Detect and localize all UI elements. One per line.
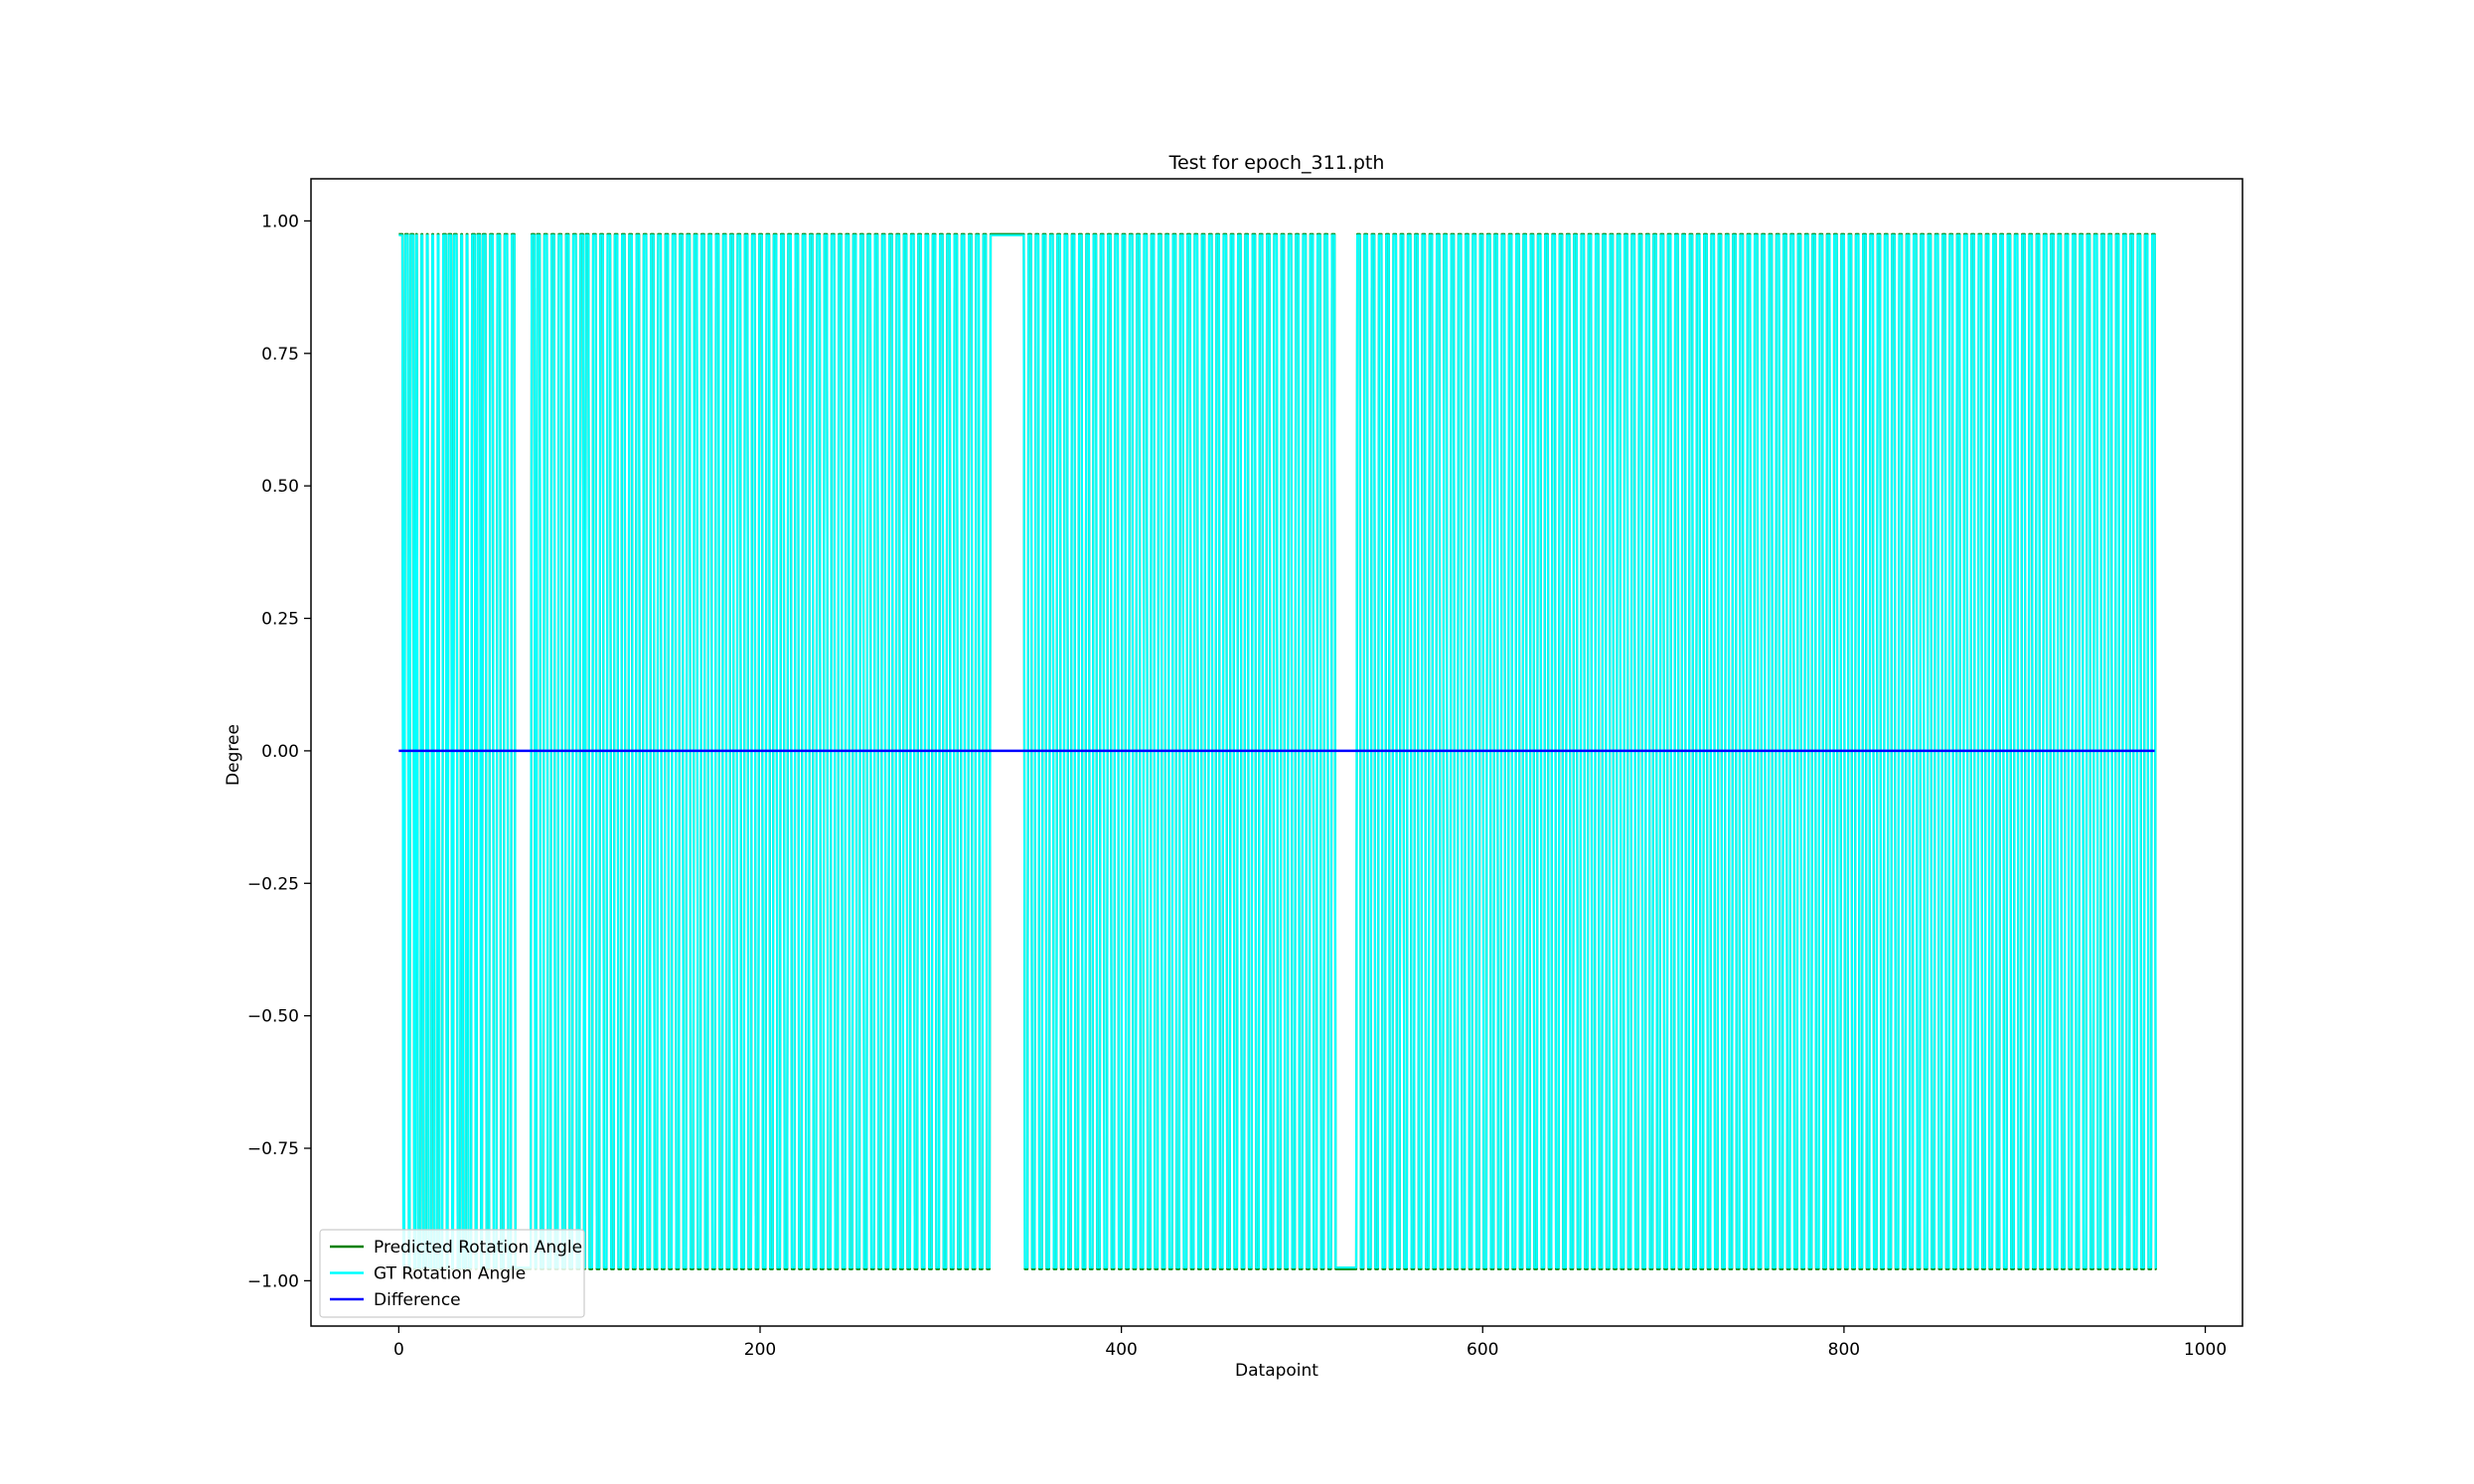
y-tick-label: −0.25 <box>247 874 299 894</box>
x-tick-label: 0 <box>393 1340 404 1360</box>
legend-label: GT Rotation Angle <box>374 1264 526 1284</box>
legend-box <box>319 1229 585 1318</box>
y-tick-label: 0.00 <box>261 742 299 762</box>
x-axis-label: Datapoint <box>1235 1361 1318 1381</box>
x-tick-label: 600 <box>1467 1340 1498 1360</box>
x-tick-label: 800 <box>1828 1340 1860 1360</box>
plot-area <box>398 232 2157 1270</box>
y-tick-label: 0.50 <box>261 477 299 497</box>
y-tick-label: 1.00 <box>261 212 299 231</box>
y-tick-label: −1.00 <box>247 1271 299 1291</box>
y-tick-label: 0.75 <box>261 345 299 365</box>
x-tick-label: 200 <box>744 1340 776 1360</box>
legend: Predicted Rotation Angle GT Rotation Angl… <box>319 1229 585 1318</box>
x-tick-label: 400 <box>1105 1340 1137 1360</box>
axis-ticks: 0 200 400 600 800 1000 1.00 0.75 0.50 0.25 0.00 −0.… <box>247 212 2227 1360</box>
y-tick-label: −0.75 <box>247 1139 299 1159</box>
y-axis-label: Degree <box>224 724 243 786</box>
x-tick-label: 1000 <box>2184 1340 2227 1360</box>
axes-frame <box>310 178 2243 1327</box>
y-tick-label: −0.50 <box>247 1007 299 1027</box>
y-tick-label: 0.25 <box>261 610 299 630</box>
legend-label: Predicted Rotation Angle <box>374 1238 582 1258</box>
legend-label: Difference <box>374 1290 461 1310</box>
chart-title: Test for epoch_311.pth <box>1168 152 1385 174</box>
